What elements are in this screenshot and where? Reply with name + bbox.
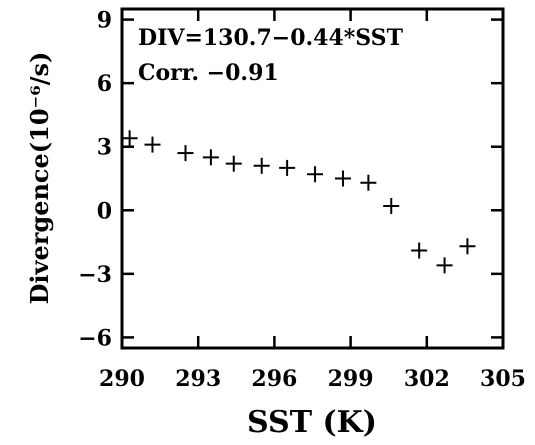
y-tick-label: 6 bbox=[97, 71, 112, 97]
x-tick-label: 305 bbox=[480, 366, 526, 392]
data-point bbox=[459, 238, 476, 255]
correlation-label: Corr. −0.91 bbox=[138, 60, 279, 86]
data-point bbox=[121, 130, 138, 147]
data-point bbox=[360, 174, 377, 191]
x-axis-tick-labels: 290 293 296 299 302 305 bbox=[99, 366, 526, 392]
x-axis-title: SST (K) bbox=[247, 405, 377, 440]
data-point bbox=[279, 159, 296, 176]
x-tick-label: 293 bbox=[175, 366, 221, 392]
y-axis-tick-labels: −6 −3 0 3 6 9 bbox=[78, 8, 112, 352]
x-tick-label: 302 bbox=[404, 366, 450, 392]
y-tick-label: 3 bbox=[97, 135, 112, 161]
data-point bbox=[411, 242, 428, 259]
data-points bbox=[121, 130, 476, 274]
x-tick-label: 299 bbox=[328, 366, 374, 392]
data-point bbox=[144, 136, 161, 153]
data-point bbox=[202, 149, 219, 166]
x-tick-label: 296 bbox=[251, 366, 297, 392]
data-point bbox=[436, 257, 453, 274]
data-point bbox=[334, 170, 351, 187]
y-tick-label: −6 bbox=[78, 325, 112, 351]
y-tick-label: −3 bbox=[78, 262, 112, 288]
data-point bbox=[307, 166, 324, 183]
regression-equation: DIV=130.7−0.44*SST bbox=[138, 25, 404, 51]
plot-frame bbox=[120, 7, 505, 350]
y-tick-label: 0 bbox=[97, 198, 112, 224]
data-point bbox=[253, 157, 270, 174]
y-axis-ticks bbox=[122, 18, 503, 339]
x-tick-label: 290 bbox=[99, 366, 145, 392]
y-tick-label: 9 bbox=[97, 8, 112, 34]
data-point bbox=[225, 155, 242, 172]
data-point bbox=[177, 145, 194, 162]
data-point bbox=[383, 198, 400, 215]
y-axis-title: Divergence(10⁻⁶/s) bbox=[25, 52, 54, 305]
